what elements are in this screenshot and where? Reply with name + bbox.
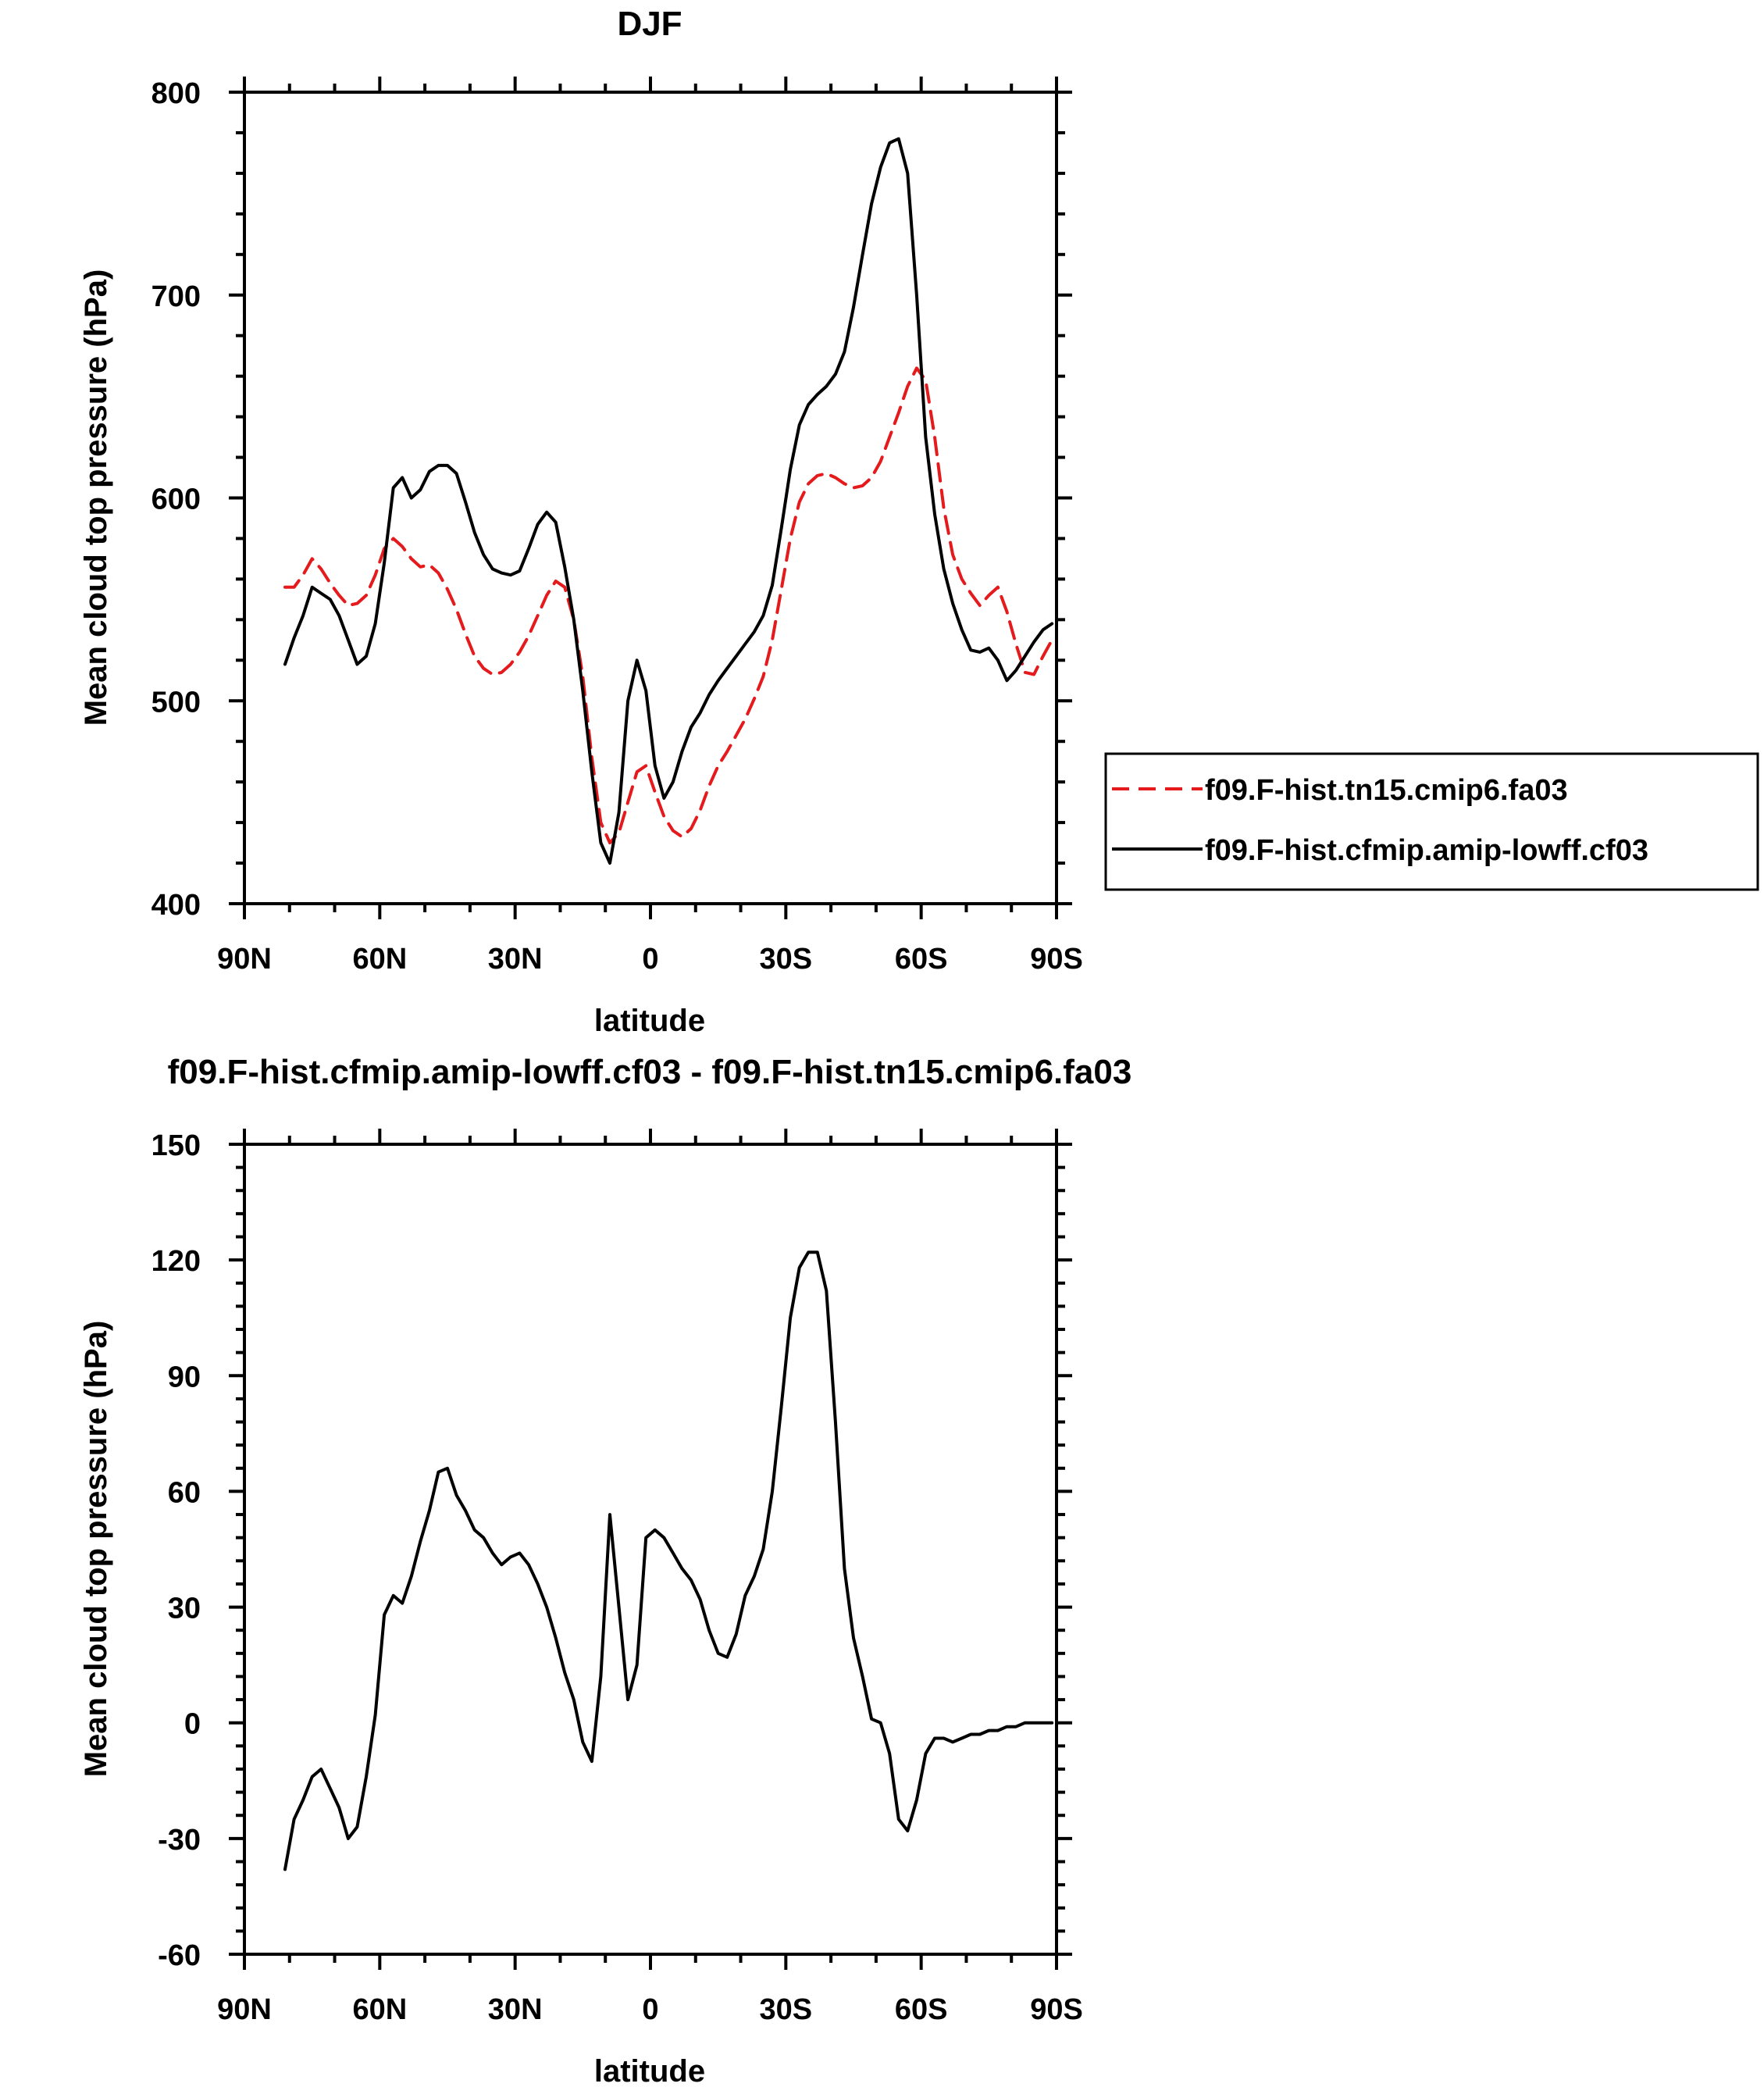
y-tick-label: 0 xyxy=(184,1708,201,1741)
series-line-1 xyxy=(283,137,1054,865)
x-tick-label: 60N xyxy=(352,1993,407,2026)
y-tick-label: 500 xyxy=(151,686,201,719)
x-tick-label: 0 xyxy=(642,943,658,976)
y-tick-label: 30 xyxy=(168,1593,201,1625)
series-group xyxy=(283,137,1054,865)
y-tick-label: 700 xyxy=(151,280,201,313)
x-ticks: 90N 60N 30N 0 30S 60S 90S xyxy=(217,1129,1083,2026)
y-axis-label: Mean cloud top pressure (hPa) xyxy=(79,269,113,726)
y-tick-label: 90 xyxy=(168,1361,201,1393)
y-tick-label: 120 xyxy=(151,1245,201,1278)
x-tick-label: 90S xyxy=(1030,1993,1083,2026)
x-tick-label: 90N xyxy=(217,1993,272,2026)
x-tick-label: 30N xyxy=(488,943,543,976)
x-axis-label: latitude xyxy=(594,2054,705,2087)
x-tick-label: 30N xyxy=(488,1993,543,2026)
x-tick-label: 60S xyxy=(895,1993,948,2026)
series-group xyxy=(283,1250,1054,1871)
chart-title: DJF xyxy=(617,5,682,43)
y-ticks: -60 -30 0 30 60 90 120 150 xyxy=(151,1129,1072,1972)
bottom-panel-difference: f09.F-hist.cfmip.amip-lowff.cf03 - f09.F… xyxy=(79,1053,1131,2087)
x-tick-label: 0 xyxy=(642,1993,658,2026)
y-tick-label: -30 xyxy=(158,1824,201,1857)
y-tick-label: 800 xyxy=(151,77,201,110)
x-axis-label: latitude xyxy=(594,1004,705,1038)
y-tick-label: 400 xyxy=(151,889,201,922)
x-tick-label: 30S xyxy=(760,943,813,976)
y-axis-label: Mean cloud top pressure (hPa) xyxy=(79,1321,113,1778)
series-line-0 xyxy=(283,1250,1054,1871)
y-tick-label: 150 xyxy=(151,1129,201,1162)
plot-frame xyxy=(243,1143,1058,1956)
legend: f09.F-hist.tn15.cmip6.fa03 f09.F-hist.cf… xyxy=(1104,752,1759,891)
chart-title: f09.F-hist.cfmip.amip-lowff.cf03 - f09.F… xyxy=(168,1053,1132,1091)
y-tick-label: 60 xyxy=(168,1476,201,1509)
x-tick-label: 90S xyxy=(1030,943,1083,976)
y-tick-label: 600 xyxy=(151,483,201,516)
y-tick-label: -60 xyxy=(158,1939,201,1972)
x-tick-label: 60N xyxy=(352,943,407,976)
legend-box xyxy=(1104,752,1759,891)
x-tick-label: 60S xyxy=(895,943,948,976)
x-ticks: 90N 60N 30N 0 30S 60S 90S xyxy=(217,77,1083,976)
legend-label-fa03: f09.F-hist.tn15.cmip6.fa03 xyxy=(1205,774,1568,807)
x-tick-label: 30S xyxy=(760,1993,813,2026)
y-ticks: 400 500 600 700 800 xyxy=(151,77,1072,922)
x-tick-label: 90N xyxy=(217,943,272,976)
legend-label-cf03: f09.F-hist.cfmip.amip-lowff.cf03 xyxy=(1205,834,1648,867)
series-line-0 xyxy=(283,366,1054,845)
